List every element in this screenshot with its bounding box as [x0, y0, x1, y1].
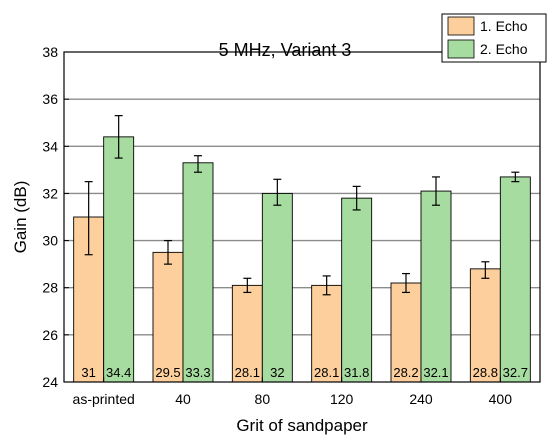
- data-label: 28.8: [473, 365, 498, 380]
- axis-ticks: 24 26 28 30 32 34 36 38 as-printed 40 80 120 240 400: [42, 44, 512, 407]
- grid-lines: [64, 98, 540, 336]
- y-axis-label: Gain (dB): [11, 181, 30, 254]
- bar: [420, 190, 452, 383]
- data-label: 32.1: [423, 365, 448, 380]
- legend-swatch-echo-1: [447, 16, 475, 36]
- x-tick-label: 240: [409, 391, 433, 407]
- y-tick-label: 32: [42, 185, 58, 201]
- data-label: 28.1: [314, 365, 339, 380]
- bar: [152, 251, 184, 383]
- bar: [103, 136, 135, 383]
- error-bars: [84, 115, 520, 296]
- bar: [182, 162, 214, 383]
- legend-label-echo-2: 2. Echo: [480, 41, 528, 57]
- legend-swatch-echo-2: [447, 39, 475, 59]
- x-tick-label: 400: [489, 391, 513, 407]
- bar: [261, 192, 293, 383]
- x-tick-label: 40: [175, 391, 191, 407]
- data-label: 31: [81, 365, 95, 380]
- data-label: 31.8: [344, 365, 369, 380]
- data-label: 28.1: [235, 365, 260, 380]
- value-labels: 31 34.4 29.5 33.3 28.1 32 28.1 31.8 28.2 32.1 28.8…: [81, 365, 528, 380]
- bar: [469, 268, 501, 383]
- y-tick-label: 36: [42, 91, 58, 107]
- y-tick-label: 28: [42, 280, 58, 296]
- data-label: 29.5: [155, 365, 180, 380]
- data-label: 33.3: [185, 365, 210, 380]
- legend-label-echo-1: 1. Echo: [480, 18, 528, 34]
- data-label: 32: [270, 365, 284, 380]
- bar: [499, 176, 531, 383]
- bars: [73, 136, 531, 383]
- y-tick-label: 26: [42, 327, 58, 343]
- y-tick-label: 24: [42, 374, 58, 390]
- data-label: 34.4: [106, 365, 131, 380]
- x-axis-label: Grit of sandpaper: [236, 416, 368, 435]
- data-label: 32.7: [503, 365, 528, 380]
- chart-title: 5 MHz, Variant 3: [219, 40, 352, 60]
- legend: 1. Echo 2. Echo: [441, 13, 547, 63]
- plot-frame: [63, 51, 541, 383]
- y-tick-label: 38: [42, 44, 58, 60]
- y-tick-label: 30: [42, 233, 58, 249]
- x-tick-label: 120: [330, 391, 354, 407]
- x-tick-label: 80: [255, 391, 271, 407]
- data-label: 28.2: [393, 365, 418, 380]
- y-tick-label: 34: [42, 138, 58, 154]
- bar: [341, 197, 373, 383]
- x-tick-label: as-printed: [73, 391, 135, 407]
